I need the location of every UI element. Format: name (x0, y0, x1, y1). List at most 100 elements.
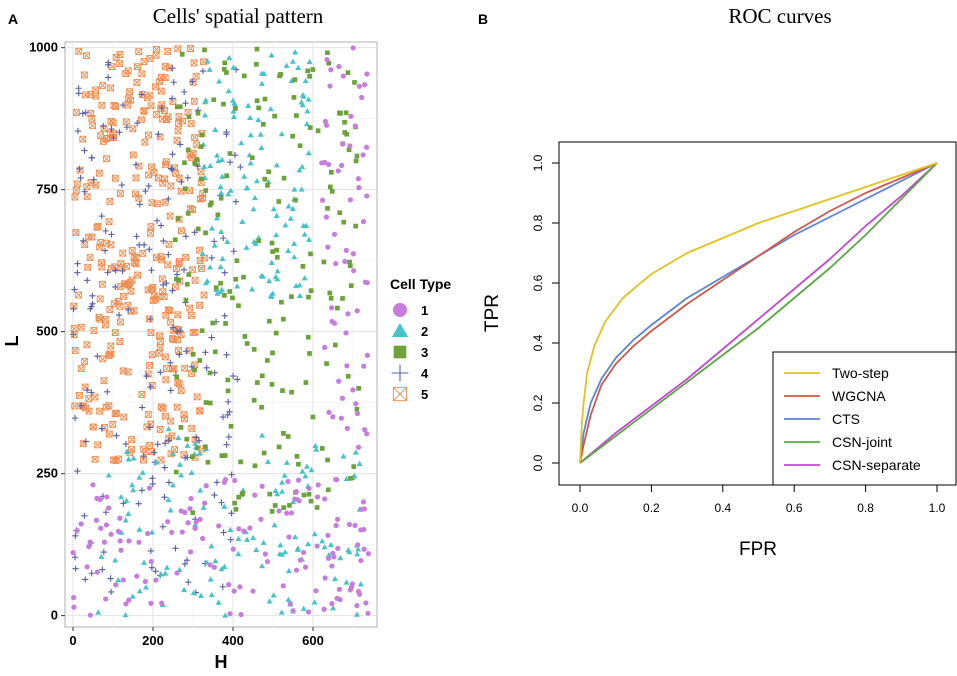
scatter-point-type5-117-cross (143, 423, 151, 431)
scatter-point-type3-913 (325, 487, 331, 493)
scatter-point-type2-717 (308, 466, 315, 473)
scatter-point-type1-1142 (324, 57, 330, 63)
scatter-point-type5-110 (92, 86, 100, 94)
scatter-point-type1-1116 (361, 427, 368, 433)
scatter-point-type2-626-shape (269, 290, 276, 296)
scatter-point-type5-224-cross (106, 430, 113, 438)
scatter-point-type2-546 (230, 113, 237, 120)
scatter-point-type3-829-shape (195, 226, 201, 232)
scatter-point-type5-295-cross (131, 259, 138, 267)
scatter-point-type5-286-box (105, 352, 113, 360)
scatter-point-type4-414 (104, 269, 111, 276)
scatter-point-type5-60-box (147, 102, 155, 110)
scatter-point-type3-947 (264, 358, 270, 363)
scatter-point-type2-610-shape (295, 64, 302, 71)
scatter-point-type5-306 (152, 295, 160, 303)
scatter-point-type2-728 (258, 563, 265, 569)
scatter-point-type3-857-shape (236, 494, 241, 500)
scatter-point-type3-882-shape (224, 173, 230, 179)
scatter-point-type1-1104-shape (354, 308, 360, 314)
scatter-point-type3-896-shape (310, 414, 316, 420)
scatter-point-type4-433 (90, 176, 97, 183)
scatter-point-type5-132 (101, 315, 109, 323)
scatter-point-type1-1145-shape (360, 152, 366, 158)
scatter-point-type3-832-shape (342, 119, 347, 125)
scatter-point-type5-261-box (152, 254, 160, 262)
scatter-point-type2-655-shape (351, 472, 358, 479)
scatter-point-type2-718 (122, 517, 129, 523)
scatter-point-type4-359-shape (150, 449, 158, 456)
scatter-point-type2-735-shape (95, 609, 102, 615)
scatter-point-type2-690-shape (313, 446, 320, 452)
scatter-point-type5-205 (116, 190, 124, 197)
scatter-point-type4-401-shape (82, 576, 89, 583)
scatter-point-type1-1151 (336, 63, 342, 70)
legend-key-type-2 (391, 322, 409, 338)
scatter-point-type5-187 (76, 166, 84, 174)
scatter-point-type5-253-cross (112, 54, 120, 61)
scatter-point-type5-110-box (92, 86, 100, 94)
scatter-point-type1-1139 (350, 251, 356, 257)
scatter-point-type2-594-shape (287, 215, 294, 221)
scatter-point-type5-229 (196, 301, 203, 309)
scatter-point-type4-409 (148, 564, 155, 571)
scatter-point-type5-155-box (76, 392, 83, 399)
scatter-point-type5-257-box (128, 276, 136, 284)
scatter-point-type2-604-shape (218, 190, 225, 196)
scatter-point-type3-877 (285, 434, 291, 439)
scatter-point-type5-94 (161, 175, 169, 183)
scatter-point-type5-136-box (94, 441, 102, 449)
scatter-point-type3-832 (342, 119, 347, 125)
scatter-point-type3-837-shape (244, 341, 250, 346)
scatter-point-type5-226-cross (91, 456, 99, 463)
scatter-point-type2-756 (208, 591, 215, 598)
scatter-point-type3-952 (199, 132, 205, 138)
scatter-point-type1-1044-shape (185, 520, 191, 526)
scatter-point-type5-236-cross (167, 417, 175, 425)
scatter-point-type5-188 (159, 288, 167, 296)
scatter-point-type5-68-box (158, 275, 166, 283)
scatter-point-type2-664-shape (118, 494, 125, 500)
scatter-point-type1-1028 (292, 496, 298, 502)
scatter-point-type2-715-shape (163, 564, 170, 570)
scatter-point-type2-767 (178, 472, 185, 478)
scatter-point-type1-1079 (237, 584, 243, 590)
scatter-point-type2-627 (270, 206, 277, 212)
scatter-point-type5-285 (127, 287, 135, 295)
scatter-point-type5-202-box (191, 134, 198, 142)
scatter-point-type1-1102 (356, 83, 362, 89)
scatter-point-type2-745 (353, 611, 360, 617)
scatter-point-type3-878 (270, 350, 275, 356)
scatter-point-type1-1072-shape (207, 562, 213, 568)
scatter-point-type4-361-shape (161, 494, 168, 501)
scatter-point-type5-303 (162, 158, 170, 166)
scatter-point-type2-632-shape (273, 162, 280, 168)
scatter-point-type4-356 (135, 500, 142, 507)
scatter-point-type5-111-box (108, 63, 116, 71)
scatter-point-type2-772-shape (190, 589, 197, 596)
scatter-point-type1-1115 (336, 378, 342, 384)
scatter-point-type5-59-box (174, 45, 182, 53)
scatter-point-type4-463-shape (231, 152, 239, 159)
scatter-point-type1-1144-shape (347, 197, 353, 203)
scatter-point-type3-899 (354, 153, 360, 159)
scatter-point-type2-681-shape (357, 581, 364, 587)
scatter-point-type5-229-box (196, 301, 203, 309)
scatter-point-type3-935-shape (315, 128, 321, 134)
scatter-point-type2-702 (311, 531, 318, 537)
scatter-point-type3-884 (274, 254, 280, 260)
scatter-point-type3-840 (292, 77, 298, 83)
scatter-point-type5-228-box (188, 370, 195, 377)
scatter-point-type5-112-cross (164, 48, 171, 55)
scatter-point-type2-576 (206, 264, 213, 270)
scatter-point-type5-164-cross (174, 311, 182, 319)
scatter-point-type5-289-box (158, 115, 166, 123)
scatter-point-type5-84-box (98, 263, 106, 271)
scatter-point-type2-577 (245, 102, 252, 109)
scatter-point-type5-338-cross (156, 344, 164, 351)
scatter-point-type3-926 (223, 321, 228, 326)
scatter-point-type1-1041-shape (84, 564, 90, 570)
scatter-point-type4-526-shape (83, 387, 91, 394)
scatter-point-type2-689 (221, 503, 228, 509)
scatter-point-type1-1088 (350, 45, 356, 51)
